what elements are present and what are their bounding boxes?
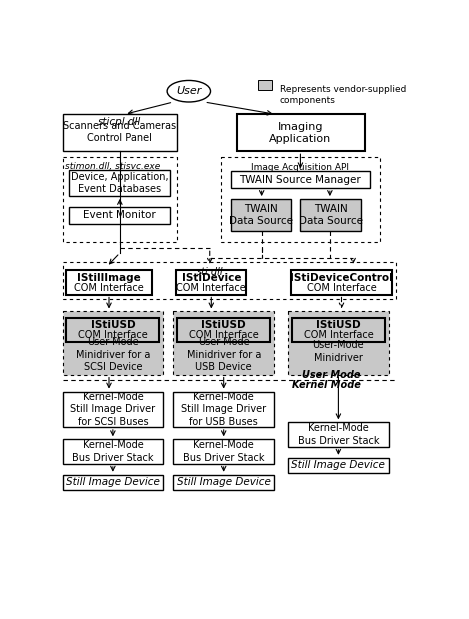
Bar bbox=[67, 270, 151, 295]
Text: IStiUSD: IStiUSD bbox=[316, 320, 361, 331]
Text: Kernel Mode: Kernel Mode bbox=[292, 379, 361, 389]
Bar bbox=[62, 157, 177, 242]
Text: TWAIN
Data Source: TWAIN Data Source bbox=[299, 204, 363, 227]
Bar bbox=[291, 270, 392, 295]
Bar bbox=[62, 475, 163, 490]
Text: Still Image Device: Still Image Device bbox=[177, 477, 271, 487]
Text: Kernel-Mode
Still Image Driver
for SCSI Buses: Kernel-Mode Still Image Driver for SCSI … bbox=[70, 392, 155, 426]
Bar bbox=[62, 439, 163, 464]
Text: Image Acquisition API: Image Acquisition API bbox=[251, 163, 349, 172]
Bar bbox=[258, 80, 272, 90]
Bar bbox=[62, 115, 177, 151]
Bar bbox=[62, 392, 163, 427]
Text: sticpl.dll: sticpl.dll bbox=[98, 117, 142, 127]
Bar bbox=[288, 422, 389, 447]
Text: TWAIN Source Manager: TWAIN Source Manager bbox=[240, 175, 361, 184]
Bar bbox=[231, 171, 370, 188]
Bar bbox=[174, 439, 274, 464]
Text: User: User bbox=[176, 86, 202, 96]
Bar bbox=[288, 311, 389, 374]
Bar bbox=[177, 318, 270, 342]
Text: User-Mode
Minidriver for a
USB Device: User-Mode Minidriver for a USB Device bbox=[187, 337, 261, 372]
Text: Still Image Device: Still Image Device bbox=[66, 477, 160, 487]
Text: Kernel-Mode
Still Image Driver
for USB Buses: Kernel-Mode Still Image Driver for USB B… bbox=[181, 392, 266, 426]
Text: COM Interface: COM Interface bbox=[307, 282, 377, 293]
Text: COM Interface: COM Interface bbox=[78, 329, 148, 340]
Text: IStillImage: IStillImage bbox=[77, 272, 141, 282]
Bar bbox=[69, 170, 170, 196]
Text: Represents vendor-supplied
components: Represents vendor-supplied components bbox=[280, 85, 406, 105]
Text: Event Monitor: Event Monitor bbox=[83, 210, 156, 220]
Text: IStiUSD: IStiUSD bbox=[201, 320, 246, 331]
Text: stimon.dll, stisvc.exe: stimon.dll, stisvc.exe bbox=[65, 162, 160, 171]
Bar bbox=[301, 199, 361, 232]
Bar bbox=[174, 392, 274, 427]
Bar bbox=[62, 311, 163, 374]
Text: COM Interface: COM Interface bbox=[303, 329, 373, 340]
Text: Imaging
Application: Imaging Application bbox=[269, 121, 332, 144]
Text: User Mode: User Mode bbox=[303, 370, 361, 379]
Bar bbox=[237, 115, 365, 151]
Text: COM Interface: COM Interface bbox=[74, 282, 144, 293]
Text: IStiDevice: IStiDevice bbox=[182, 272, 241, 282]
Text: Scanners and Cameras
Control Panel: Scanners and Cameras Control Panel bbox=[63, 121, 176, 143]
Text: IStiDeviceControl: IStiDeviceControl bbox=[290, 272, 393, 282]
Text: IStiUSD: IStiUSD bbox=[91, 320, 135, 331]
Bar bbox=[288, 457, 389, 473]
Text: Kernel-Mode
Bus Driver Stack: Kernel-Mode Bus Driver Stack bbox=[298, 423, 379, 446]
Text: User-Mode
Minidriver: User-Mode Minidriver bbox=[312, 340, 364, 363]
Bar bbox=[231, 199, 291, 232]
Bar bbox=[62, 262, 396, 299]
Ellipse shape bbox=[167, 80, 211, 102]
Text: User-Mode
Minidriver for a
SCSI Device: User-Mode Minidriver for a SCSI Device bbox=[76, 337, 150, 372]
Bar bbox=[292, 318, 385, 342]
Text: Kernel-Mode
Bus Driver Stack: Kernel-Mode Bus Driver Stack bbox=[183, 440, 265, 463]
Text: COM Interface: COM Interface bbox=[176, 282, 246, 293]
Bar bbox=[174, 475, 274, 490]
Bar bbox=[221, 157, 380, 242]
Text: Device, Application,
Event Databases: Device, Application, Event Databases bbox=[71, 171, 169, 194]
Text: Kernel-Mode
Bus Driver Stack: Kernel-Mode Bus Driver Stack bbox=[72, 440, 154, 463]
Text: Still Image Device: Still Image Device bbox=[291, 461, 386, 470]
Text: sti.dll: sti.dll bbox=[197, 267, 223, 277]
Bar bbox=[69, 207, 170, 223]
Bar bbox=[67, 318, 159, 342]
Text: COM Interface: COM Interface bbox=[189, 329, 258, 340]
Bar bbox=[174, 311, 274, 374]
Bar bbox=[176, 270, 246, 295]
Text: TWAIN
Data Source: TWAIN Data Source bbox=[229, 204, 293, 227]
